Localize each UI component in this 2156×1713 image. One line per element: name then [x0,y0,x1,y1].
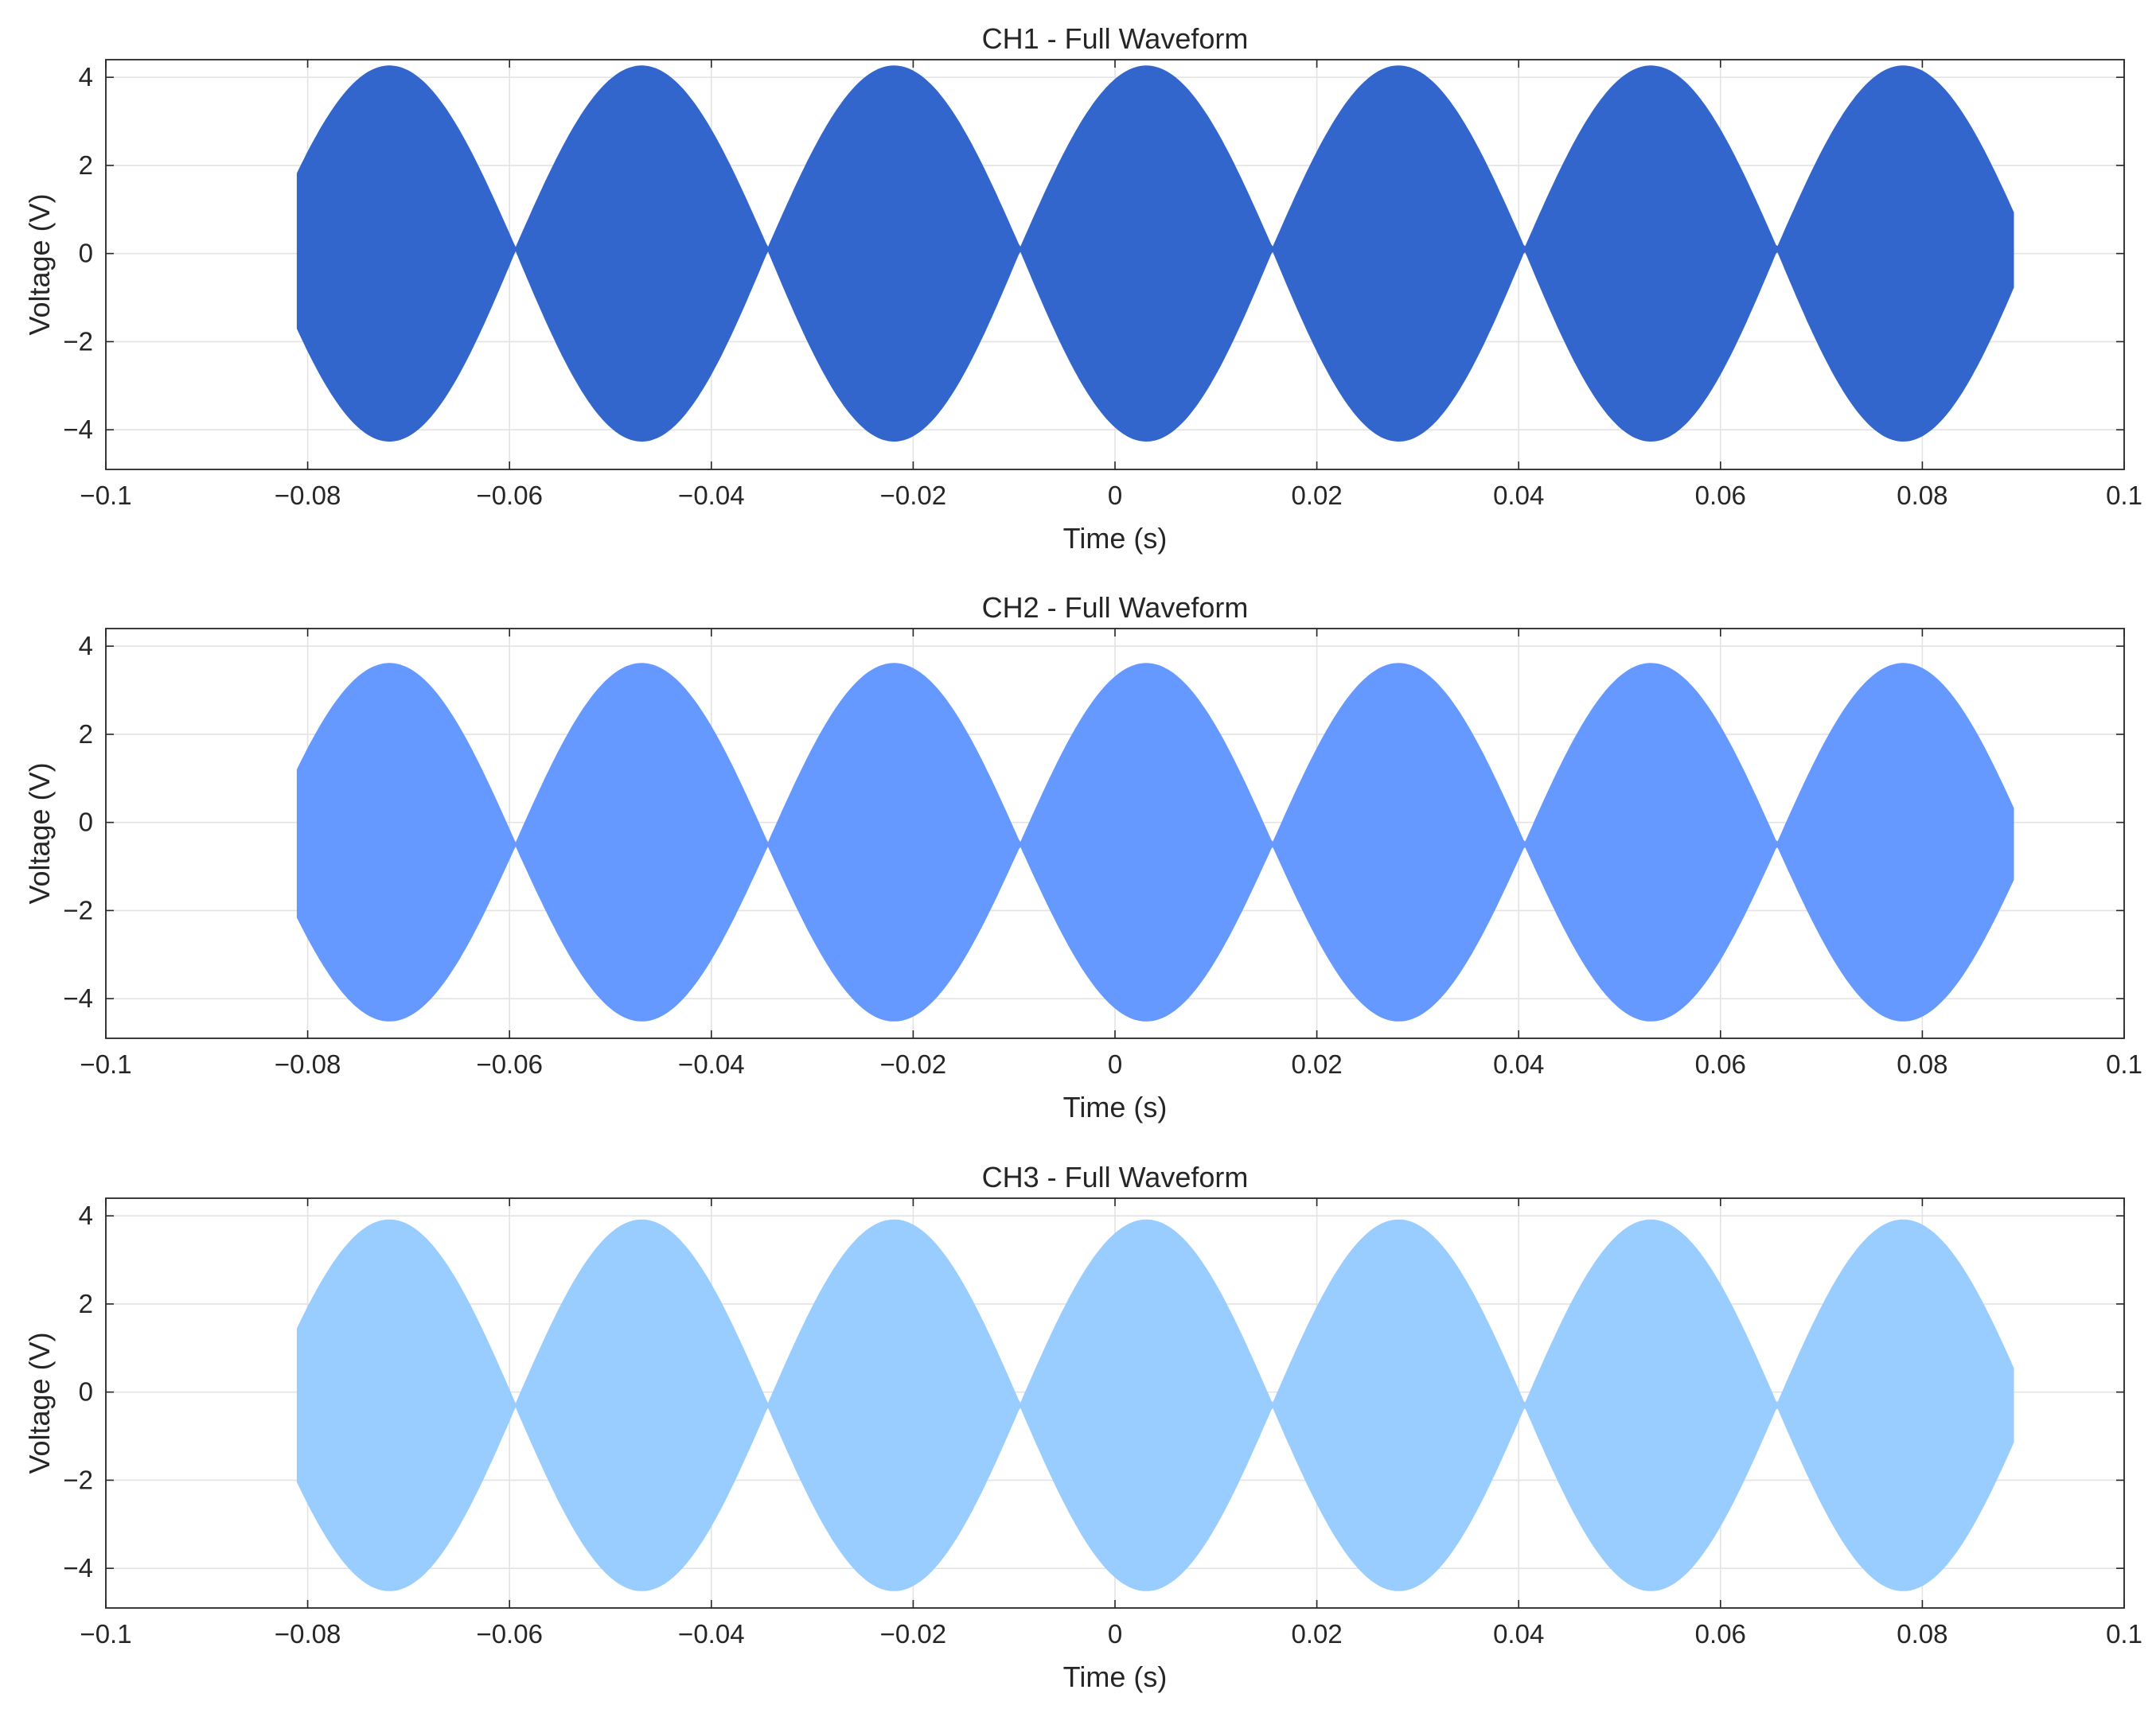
y-tick-label: −2 [63,1465,93,1494]
x-tick-label: −0.1 [80,1049,131,1079]
x-tick-label: 0.06 [1695,1619,1746,1649]
x-tick-label: −0.04 [678,1619,745,1649]
y-tick-label: 2 [79,1289,93,1318]
x-tick-label: 0.1 [2106,1619,2142,1649]
y-tick-label: −2 [63,326,93,356]
x-tick-label: 0.06 [1695,1049,1746,1079]
subplot-ch2: −0.1 −0.08 −0.06 −0.04 −0.02 0 0.02 0.04 0.06 0.0… [23,591,2142,1123]
x-axis-label: Time (s) [1063,1091,1168,1123]
y-tick-label: 4 [79,631,93,660]
x-tick-label: 0.02 [1291,1049,1342,1079]
y-tick-label: 4 [79,1201,93,1230]
y-tick-label: 2 [79,719,93,749]
x-tick-label: 0.04 [1493,1619,1544,1649]
y-axis-label: Voltage (V) [23,1332,56,1474]
x-tick-label: −0.08 [275,481,341,510]
y-tick-label: 0 [79,808,93,837]
x-tick-label: −0.02 [880,1049,947,1079]
x-tick-label: 0 [1108,1619,1122,1649]
x-tick-label: −0.02 [880,1619,947,1649]
x-tick-label: 0.08 [1897,1619,1947,1649]
x-tick-label: −0.04 [678,1049,745,1079]
x-tick-label: 0.04 [1493,1049,1544,1079]
waveform-series-ch1 [296,65,2014,442]
subplot-title: CH2 - Full Waveform [982,591,1249,624]
x-tick-label: −0.02 [880,481,947,510]
x-tick-label: 0.1 [2106,481,2142,510]
x-tick-label: 0 [1108,481,1122,510]
x-tick-label: 0.04 [1493,481,1544,510]
x-tick-label: −0.1 [80,1619,131,1649]
x-tick-label: −0.06 [476,1049,543,1079]
subplot-ch1: −0.1 −0.08 −0.06 −0.04 −0.02 0 0.02 0.04 0.06 0.0… [23,22,2142,555]
y-tick-label: 4 [79,62,93,91]
y-tick-label: −4 [63,415,93,444]
x-tick-label: −0.08 [275,1619,341,1649]
y-tick-label: 0 [79,1377,93,1407]
x-tick-label: 0.02 [1291,481,1342,510]
x-tick-label: 0.08 [1897,481,1947,510]
y-tick-label: −4 [63,983,93,1013]
x-axis-label: Time (s) [1063,522,1168,555]
x-axis-label: Time (s) [1063,1660,1168,1693]
y-tick-label: 2 [79,150,93,180]
x-tick-label: 0.06 [1695,481,1746,510]
x-tick-label: −0.04 [678,481,745,510]
x-tick-label: −0.08 [275,1049,341,1079]
waveform-series-ch3 [296,1219,2014,1591]
subplot-ch3: −0.1 −0.08 −0.06 −0.04 −0.02 0 0.02 0.04 0.06 0.0… [23,1161,2142,1693]
axes-container: −0.1 −0.08 −0.06 −0.04 −0.02 0 0.02 0.04 0.06 0.0… [23,22,2142,1693]
y-tick-label: −4 [63,1553,93,1583]
waveform-series-ch2 [296,663,2014,1022]
subplot-title: CH1 - Full Waveform [982,22,1249,55]
y-tick-label: 0 [79,239,93,268]
x-tick-label: −0.06 [476,481,543,510]
subplot-title: CH3 - Full Waveform [982,1161,1249,1193]
x-tick-label: 0.02 [1291,1619,1342,1649]
y-tick-label: −2 [63,895,93,925]
x-tick-label: −0.06 [476,1619,543,1649]
y-axis-label: Voltage (V) [23,762,56,904]
x-tick-label: −0.1 [80,481,131,510]
y-axis-label: Voltage (V) [23,193,56,335]
x-tick-label: 0 [1108,1049,1122,1079]
x-tick-label: 0.08 [1897,1049,1947,1079]
x-tick-label: 0.1 [2106,1049,2142,1079]
